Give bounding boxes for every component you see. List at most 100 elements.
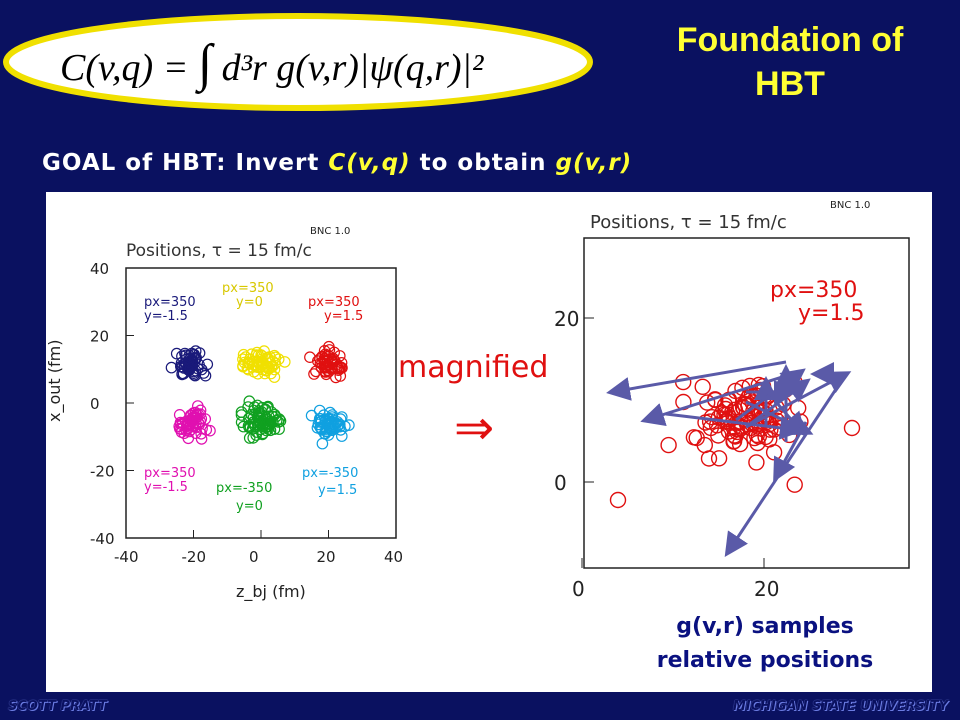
- label-tc-2: y=0: [236, 295, 263, 310]
- relative-position-arrow: [773, 421, 808, 483]
- left-ticks: -40 -20 0 20 40 40 20 0 -20 -40: [90, 260, 403, 566]
- scatter-point: [252, 349, 265, 361]
- scatter-point: [708, 417, 726, 434]
- scatter-point: [176, 367, 188, 380]
- slide-title: Foundation of HBT: [640, 18, 940, 106]
- scatter-point: [187, 411, 199, 423]
- label-br-1: px=-350: [302, 466, 358, 481]
- scatter-point: [268, 363, 281, 376]
- figure-svg: BNC 1.0 Positions, τ = 15 fm/c -40 -20 0 20…: [45, 200, 910, 602]
- scatter-point: [263, 415, 276, 428]
- scatter-point: [178, 362, 190, 374]
- scatter-point: [710, 427, 727, 444]
- scatter-point: [314, 421, 326, 434]
- scatter-point: [660, 436, 677, 454]
- label-tr-2: y=1.5: [324, 309, 363, 324]
- left-ytick-label: 20: [90, 328, 109, 346]
- right-xtick-label: 0: [572, 577, 585, 601]
- scatter-point: [328, 346, 340, 359]
- left-bnc: BNC 1.0: [310, 226, 350, 237]
- scatter-point: [710, 450, 728, 467]
- scatter-point: [243, 432, 256, 444]
- magnified-label: magnified: [398, 350, 548, 385]
- left-xtick-label: -20: [182, 548, 207, 566]
- goal-text: GOAL of HBT: Invert C(v,q) to obtain g(v…: [42, 150, 632, 176]
- formula-lhs: C(v,q) =: [60, 47, 189, 89]
- scatter-point: [725, 419, 742, 436]
- scatter-point: [237, 420, 250, 433]
- scatter-point: [327, 352, 339, 365]
- title-line-1: Foundation of: [676, 21, 904, 59]
- scatter-point: [184, 361, 197, 374]
- left-plot: BNC 1.0 Positions, τ = 15 fm/c -40 -20 0 20…: [45, 226, 403, 602]
- scatter-point: [314, 413, 327, 425]
- left-plot-title: Positions, τ = 15 fm/c: [126, 241, 312, 261]
- right-bnc: BNC 1.0: [830, 200, 870, 211]
- left-ytick-label: -20: [90, 463, 115, 481]
- scatter-point: [204, 424, 216, 437]
- scatter-point: [179, 349, 192, 362]
- left-scatter: [165, 340, 355, 450]
- scatter-point: [195, 433, 208, 445]
- left-ytick-label: 40: [90, 260, 109, 278]
- right-ytick-label: 20: [554, 307, 579, 331]
- right-plot-frame: [583, 237, 910, 569]
- label-tl-1: px=350: [144, 295, 196, 310]
- scatter-point: [761, 415, 778, 433]
- title-line-2: HBT: [755, 65, 825, 103]
- left-xlabel: z_bj (fm): [236, 582, 306, 602]
- formula-box: C(v,q) = ∫ d³r g(v,r)|ψ(q,r)|²: [0, 8, 600, 118]
- scatter-point: [273, 423, 285, 435]
- left-xtick-label: 0: [249, 548, 259, 566]
- scatter-point: [765, 444, 783, 461]
- scatter-point: [685, 429, 703, 446]
- scatter-point: [243, 395, 256, 407]
- scatter-point: [748, 454, 765, 471]
- scatter-point: [269, 351, 282, 364]
- scatter-point: [315, 361, 328, 374]
- scatter-point: [308, 368, 320, 380]
- scatter-point: [696, 436, 713, 454]
- footer-author: SCOTT PRATT: [8, 699, 107, 714]
- scatter-point: [189, 345, 202, 357]
- label-bc-2: y=0: [236, 499, 263, 514]
- scatter-point: [170, 347, 183, 360]
- right-label-1: px=350: [770, 278, 857, 303]
- formula-body: d³r g(v,r)|ψ(q,r)|²: [221, 47, 484, 89]
- goal-cq: C(v,q): [328, 150, 411, 176]
- scatter-point: [697, 414, 714, 431]
- label-tr-1: px=350: [308, 295, 360, 310]
- scatter-point: [247, 416, 259, 428]
- scatter-point: [173, 409, 186, 421]
- figure-panel: BNC 1.0 Positions, τ = 15 fm/c -40 -20 0 20…: [45, 192, 932, 692]
- scatter-point: [843, 419, 861, 437]
- left-ylabel: x_out (fm): [46, 340, 65, 422]
- left-ytick-label: -40: [90, 530, 115, 548]
- scatter-point: [261, 360, 274, 373]
- magnify-indicator: magnified ⇒: [398, 350, 548, 456]
- scatter-point: [319, 365, 332, 377]
- right-ticks: 0 20 20 0: [554, 307, 779, 601]
- right-scatter: [609, 373, 861, 509]
- scatter-point: [694, 378, 711, 396]
- scatter-point: [252, 360, 264, 373]
- label-bc-1: px=-350: [216, 481, 272, 496]
- scatter-point: [609, 491, 627, 509]
- scatter-point: [333, 418, 346, 431]
- scatter-point: [332, 364, 345, 376]
- scatter-point: [264, 424, 277, 437]
- scatter-point: [316, 437, 329, 450]
- scatter-point: [326, 411, 338, 423]
- magnify-arrow-icon: ⇒: [454, 400, 494, 456]
- right-plot: BNC 1.0 Positions, τ = 15 fm/c 0 20 20 0 px…: [554, 200, 910, 601]
- figure-caption: g(v,r) samples relative positions: [620, 610, 910, 678]
- scatter-point: [749, 434, 766, 452]
- scatter-point: [189, 353, 202, 365]
- label-br-2: y=1.5: [318, 483, 357, 498]
- scatter-point: [786, 476, 803, 493]
- left-xtick-label: -40: [114, 548, 139, 566]
- footer-institution: MICHIGAN STATE UNIVERSITY: [732, 699, 948, 714]
- relative-position-arrows: [606, 360, 852, 558]
- label-bl-2: y=-1.5: [144, 480, 188, 495]
- scatter-point: [259, 416, 271, 429]
